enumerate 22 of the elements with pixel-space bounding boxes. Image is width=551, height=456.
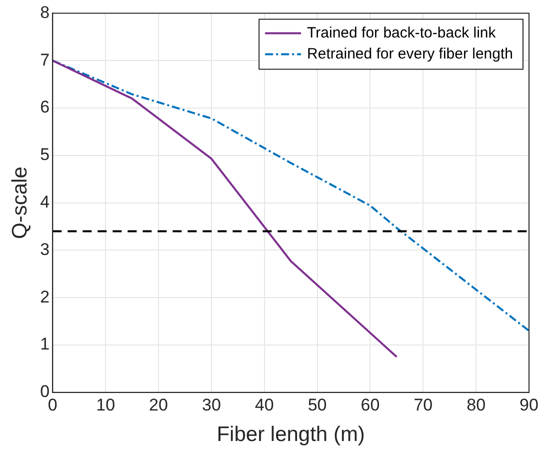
y-tick-label: 5 xyxy=(40,145,50,164)
y-tick-label: 0 xyxy=(40,382,50,402)
y-tick-label: 4 xyxy=(40,192,50,212)
legend-label: Retrained for every fiber length xyxy=(307,45,514,62)
x-tick-label: 70 xyxy=(414,395,433,414)
x-tick-label: 30 xyxy=(202,395,221,414)
y-tick-label: 6 xyxy=(40,98,50,117)
x-axis-title: Fiber length (m) xyxy=(216,423,365,446)
legend-label: Trained for back-to-back link xyxy=(307,24,496,42)
x-tick-label: 90 xyxy=(520,395,538,414)
y-axis-title: Q-scale xyxy=(8,166,32,239)
x-tick-label: 10 xyxy=(96,395,116,414)
y-tick-label: 3 xyxy=(40,240,50,259)
x-tick-label: 60 xyxy=(360,395,380,414)
x-tick-label: 40 xyxy=(254,395,274,414)
y-tick-label: 8 xyxy=(40,2,50,22)
y-tick-label: 2 xyxy=(40,287,50,306)
y-tick-label: 7 xyxy=(40,50,50,70)
y-tick-label: 1 xyxy=(40,334,50,354)
x-tick-label: 80 xyxy=(466,395,486,414)
x-tick-label: 20 xyxy=(149,395,168,414)
x-tick-label: 50 xyxy=(308,395,327,414)
